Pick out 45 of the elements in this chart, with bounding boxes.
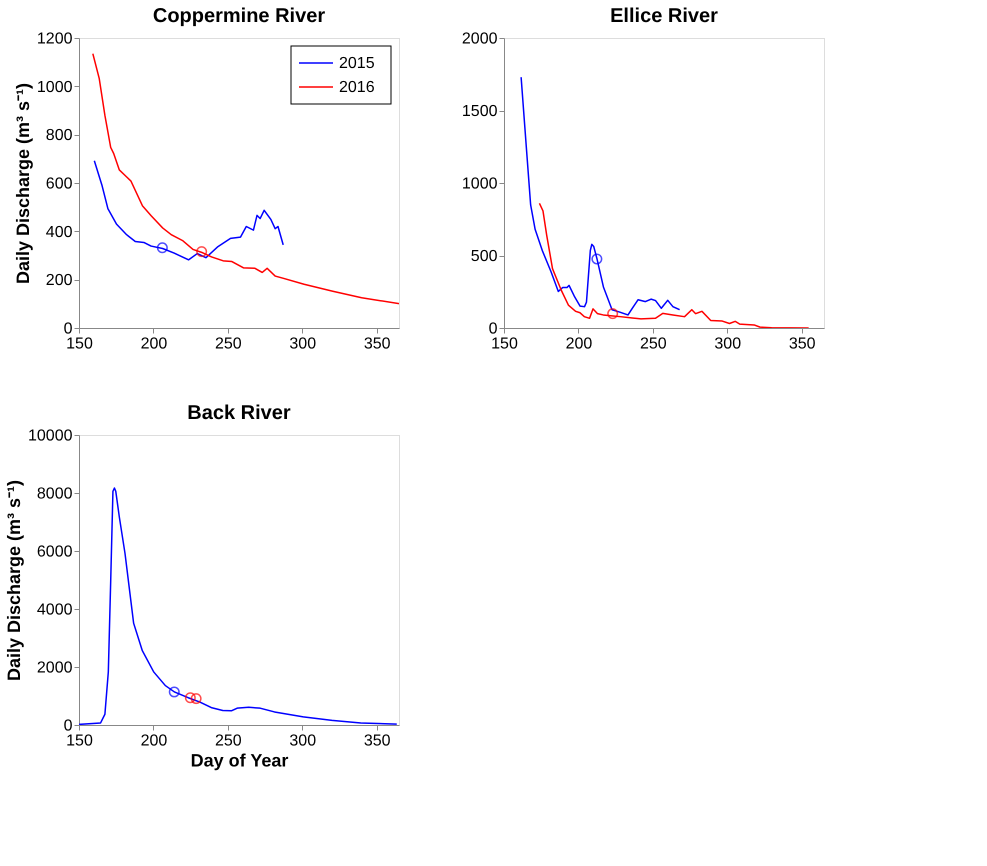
x-tick-label: 250 <box>640 336 667 352</box>
y-tick-label: 1500 <box>462 103 498 120</box>
y-tick-label: 4000 <box>36 602 73 618</box>
chart-title: Coppermine River <box>152 5 326 27</box>
y-axis-title: Daily Discharge (m³ s⁻¹) <box>12 82 33 284</box>
x-tick-label: 250 <box>214 336 242 352</box>
y-tick-label: 1200 <box>36 30 73 48</box>
x-tick-label: 300 <box>714 336 742 352</box>
x-tick-label: 200 <box>140 732 168 750</box>
y-tick-label: 1000 <box>36 78 73 96</box>
y-tick-label: 0 <box>64 718 73 734</box>
y-tick-label: 10000 <box>28 428 73 444</box>
y-tick-label: 2000 <box>462 30 498 48</box>
chart-title: Back River <box>187 402 291 424</box>
x-tick-label: 150 <box>491 336 518 352</box>
x-tick-label: 200 <box>566 336 592 352</box>
chart-title: Ellice River <box>610 5 718 27</box>
x-tick-label: 350 <box>788 336 816 352</box>
x-axis-title: Day of Year <box>190 750 288 770</box>
y-tick-label: 200 <box>46 272 73 290</box>
line-series <box>92 52 399 304</box>
x-tick-label: 150 <box>66 336 93 352</box>
x-tick-label: 150 <box>66 732 93 750</box>
y-tick-label: 800 <box>46 127 73 144</box>
line-series <box>538 202 810 328</box>
x-tick-label: 200 <box>140 336 168 352</box>
y-tick-label: 2000 <box>36 660 73 676</box>
y-tick-label: 0 <box>64 320 73 338</box>
y-tick-label: 0 <box>488 320 498 338</box>
y-tick-label: 500 <box>470 248 498 265</box>
line-series <box>94 160 284 261</box>
x-tick-label: 250 <box>214 732 242 750</box>
y-tick-label: 400 <box>46 224 73 241</box>
y-axis-title: Daily Discharge (m³ s⁻¹) <box>4 480 24 682</box>
x-tick-label: 300 <box>289 732 316 750</box>
line-series <box>520 76 680 316</box>
y-tick-label: 8000 <box>36 486 73 502</box>
y-tick-label: 600 <box>46 176 73 192</box>
y-tick-label: 6000 <box>36 544 73 560</box>
x-tick-label: 350 <box>364 732 391 750</box>
x-tick-label: 300 <box>289 336 316 352</box>
x-tick-label: 350 <box>364 336 391 352</box>
y-tick-label: 1000 <box>462 176 498 192</box>
legend-label: 2015 <box>339 55 375 72</box>
legend-label: 2016 <box>339 79 375 96</box>
